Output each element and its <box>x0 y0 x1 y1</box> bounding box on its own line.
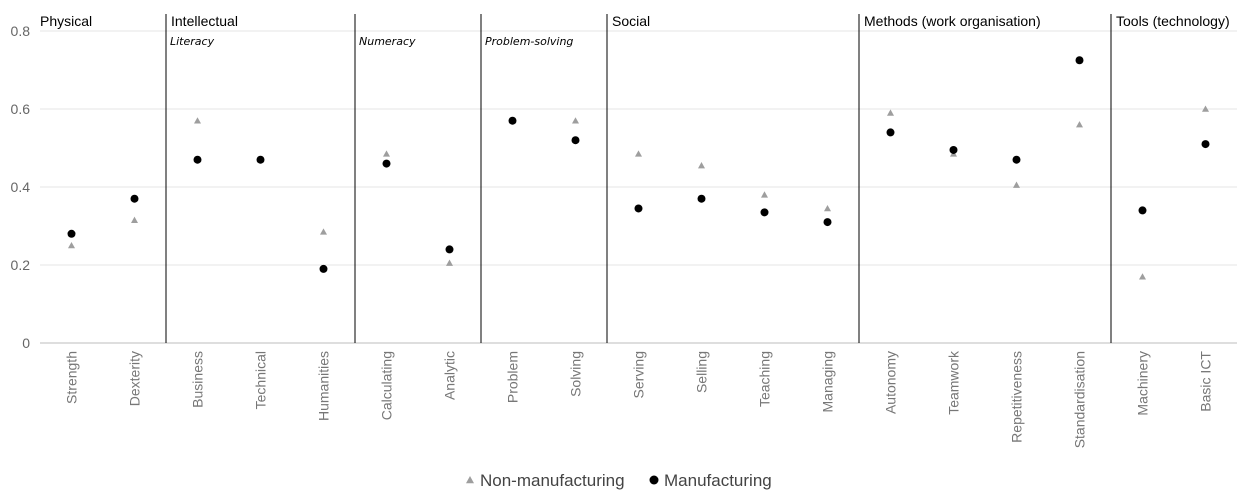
point-non-manufacturing <box>194 117 201 124</box>
point-non-manufacturing <box>698 162 705 169</box>
point-non-manufacturing <box>320 228 327 235</box>
point-manufacturing <box>949 145 958 154</box>
x-tick-label: Humanities <box>316 351 332 421</box>
point-non-manufacturing <box>572 117 579 124</box>
group-label: Intellectual <box>171 13 238 29</box>
point-manufacturing <box>823 218 832 227</box>
point-manufacturing <box>697 194 706 203</box>
x-tick-label: Serving <box>631 351 647 398</box>
point-manufacturing <box>130 194 139 203</box>
y-tick-label: 0.4 <box>11 179 31 195</box>
subgroup-label: Literacy <box>170 35 215 48</box>
point-non-manufacturing <box>887 109 894 116</box>
x-tick-label: Teaching <box>757 351 773 407</box>
series-marks <box>67 56 1210 280</box>
point-non-manufacturing <box>1013 181 1020 188</box>
y-tick-label: 0.2 <box>11 257 31 273</box>
point-manufacturing <box>319 264 328 273</box>
point-manufacturing <box>1138 206 1147 215</box>
group-labels: Physical Intellectual Social Methods (work … <box>40 13 1230 48</box>
gridlines <box>40 30 1237 344</box>
legend-label-non-manufacturing: Non-manufacturing <box>480 471 625 490</box>
point-non-manufacturing <box>131 216 138 223</box>
legend-marker-manufacturing <box>649 475 659 485</box>
group-label: Social <box>612 13 650 29</box>
x-axis-ticks: Strength Dexterity Business Technical Humani… <box>64 350 1214 448</box>
point-non-manufacturing <box>635 150 642 157</box>
point-non-manufacturing <box>761 191 768 198</box>
x-tick-label: Dexterity <box>127 351 143 406</box>
point-non-manufacturing <box>1076 121 1083 128</box>
y-axis-ticks: 0 0.2 0.4 0.6 0.8 <box>11 23 31 351</box>
x-tick-label: Machinery <box>1135 351 1151 416</box>
y-tick-label: 0.8 <box>11 23 31 39</box>
x-tick-label: Basic ICT <box>1198 351 1214 412</box>
subgroup-label: Problem-solving <box>485 35 573 48</box>
point-non-manufacturing <box>446 259 453 266</box>
x-tick-label: Problem <box>505 351 521 403</box>
x-tick-label: Calculating <box>379 351 395 420</box>
point-manufacturing <box>1012 155 1021 164</box>
legend-marker-non-manufacturing <box>466 476 474 484</box>
x-tick-label: Teamwork <box>946 350 962 415</box>
x-tick-label: Solving <box>568 351 584 397</box>
point-manufacturing <box>1075 56 1084 65</box>
y-tick-label: 0.6 <box>11 101 31 117</box>
legend-label-manufacturing: Manufacturing <box>664 471 772 490</box>
point-non-manufacturing <box>68 242 75 249</box>
group-label: Methods (work organisation) <box>864 13 1041 29</box>
point-manufacturing <box>634 204 643 213</box>
x-tick-label: Managing <box>820 351 836 413</box>
y-tick-label: 0 <box>22 335 30 351</box>
x-tick-label: Selling <box>694 351 710 393</box>
point-non-manufacturing <box>383 150 390 157</box>
group-label: Physical <box>40 13 92 29</box>
x-tick-label: Business <box>190 351 206 408</box>
point-manufacturing <box>445 245 454 254</box>
subgroup-label: Numeracy <box>359 35 416 48</box>
group-dividers <box>165 14 1112 343</box>
x-tick-label: Repetitiveness <box>1009 351 1025 443</box>
x-tick-label: Standardisation <box>1072 351 1088 448</box>
x-tick-label: Technical <box>253 351 269 409</box>
point-manufacturing <box>1201 140 1210 149</box>
point-non-manufacturing <box>1202 105 1209 112</box>
point-non-manufacturing <box>1139 273 1146 280</box>
point-manufacturing <box>508 116 517 125</box>
x-tick-label: Autonomy <box>883 351 899 414</box>
point-manufacturing <box>193 155 202 164</box>
point-manufacturing <box>67 229 76 238</box>
point-manufacturing <box>382 159 391 168</box>
point-manufacturing <box>886 128 895 137</box>
point-non-manufacturing <box>824 204 831 212</box>
legend: Non-manufacturing Manufacturing <box>466 471 772 490</box>
x-tick-label: Strength <box>64 351 80 404</box>
group-label: Tools (technology) <box>1116 13 1230 29</box>
point-manufacturing <box>256 155 265 164</box>
point-manufacturing <box>760 208 769 217</box>
point-manufacturing <box>571 136 580 145</box>
x-tick-label: Analytic <box>442 351 458 400</box>
